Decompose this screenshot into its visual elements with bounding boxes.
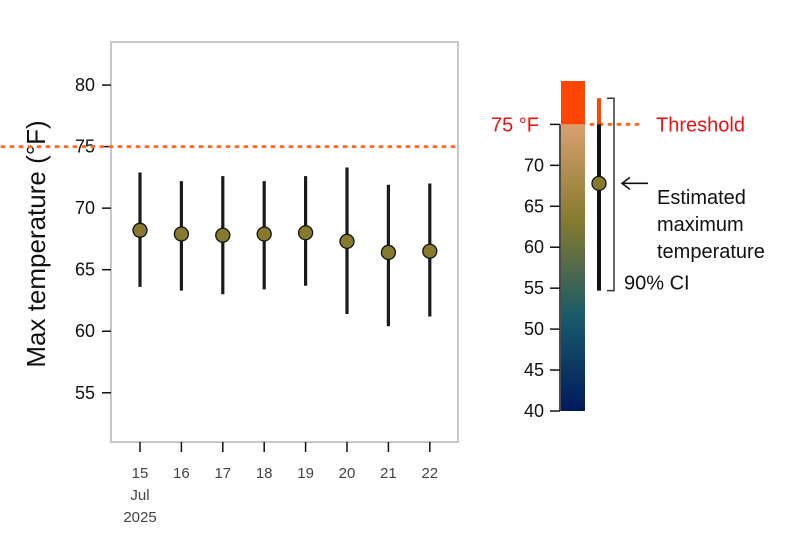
y-tick-label: 65 [75, 260, 95, 280]
x-month-label: Jul [130, 487, 149, 504]
legend-threshold-value: 75 °F [491, 114, 539, 136]
x-tick-label: 15 [132, 465, 149, 482]
legend-ci-label: 90% CI [624, 273, 690, 295]
legend-estimate-line3: temperature [657, 241, 765, 263]
legend-threshold-text: Threshold [656, 114, 745, 136]
legend-scale-tick-label: 65 [524, 196, 544, 216]
estimate-point [256, 226, 272, 242]
x-axis-ticks: 15 16 17 18 19 20 21 22 [132, 442, 438, 482]
legend-key: 40 45 50 55 60 65 70 75 °F Threshold Estimated… [491, 81, 765, 421]
x-tick-label: 17 [214, 465, 231, 482]
estimate-point [339, 233, 355, 250]
legend-scale-ticks: 40 45 50 55 60 65 70 [524, 123, 560, 421]
estimate-point [173, 226, 190, 242]
x-tick-label: 16 [173, 465, 190, 482]
legend-scale-over-threshold [561, 81, 585, 125]
plot-panel [110, 41, 459, 443]
legend-scale-tick-label: 60 [524, 237, 544, 257]
legend-scale-tick-label: 70 [524, 155, 544, 175]
estimate-points [132, 222, 438, 261]
legend-ci-bracket [607, 97, 615, 292]
x-tick-label: 19 [297, 465, 314, 482]
y-tick-label: 55 [75, 383, 95, 403]
x-tick-label: 18 [256, 465, 273, 482]
y-axis-title: Max temperature (°F) [21, 120, 51, 367]
estimate-point [422, 243, 438, 259]
estimate-point [132, 222, 148, 238]
legend-estimate-arrow [620, 176, 648, 190]
y-tick-label: 80 [75, 75, 95, 95]
y-tick-label: 60 [75, 321, 95, 341]
estimate-point [380, 244, 397, 261]
legend-color-scale [561, 124, 585, 411]
x-tick-label: 20 [339, 465, 356, 482]
x-tick-label: 21 [380, 465, 397, 482]
estimate-point [297, 225, 314, 241]
estimate-point [215, 227, 231, 243]
legend-estimate-point [591, 175, 607, 192]
legend-estimate-line2: maximum [657, 214, 744, 236]
x-tick-label: 22 [421, 465, 438, 482]
legend-scale-tick-label: 40 [524, 401, 544, 421]
y-tick-label: 70 [75, 198, 95, 218]
legend-scale-tick-label: 55 [524, 278, 544, 298]
legend-scale-tick-label: 50 [524, 319, 544, 339]
x-year-label: 2025 [123, 509, 156, 526]
legend-estimate-line1: Estimated [657, 187, 746, 209]
legend-scale-tick-label: 45 [524, 360, 544, 380]
